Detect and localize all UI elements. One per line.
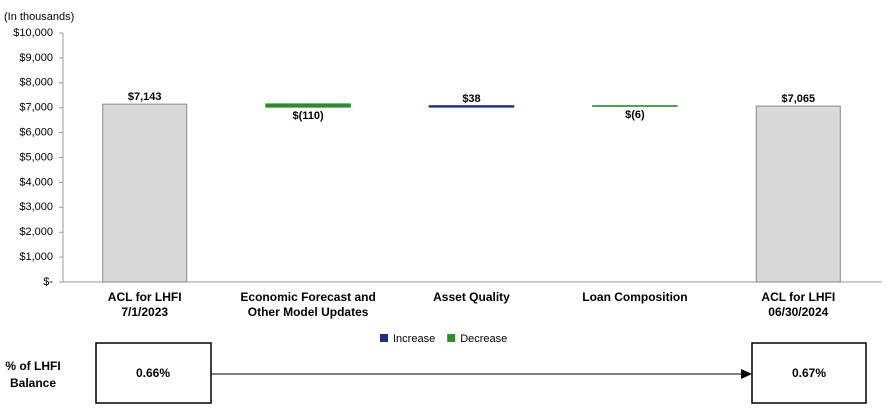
bar	[102, 103, 188, 283]
x-tick-label: ACL for LHFI	[108, 290, 182, 304]
ratio-label: % of LHFI	[5, 359, 60, 373]
legend-swatch	[380, 334, 388, 342]
ratio-box	[751, 342, 867, 404]
value-label: $(6)	[625, 109, 645, 121]
y-tick-label: $9,000	[19, 52, 53, 64]
x-tick-label: Asset Quality	[433, 290, 510, 304]
value-label: $7,143	[128, 91, 162, 103]
x-tick-label: 06/30/2024	[768, 305, 828, 319]
x-tick-label: Loan Composition	[582, 290, 687, 304]
value-label: $7,065	[781, 93, 815, 105]
legend-swatch	[447, 334, 456, 342]
bar	[428, 105, 515, 108]
x-tick-label: Economic Forecast and	[240, 290, 375, 304]
y-tick-label: $10,000	[13, 27, 53, 39]
x-tick-label: ACL for LHFI	[761, 290, 835, 304]
y-tick-label: $7,000	[19, 102, 53, 114]
y-tick-label: $5,000	[19, 151, 53, 163]
ratio-start: 0.66%	[136, 366, 170, 380]
bar	[265, 103, 351, 108]
ratio-end: 0.67%	[792, 366, 826, 380]
ratio-box	[95, 342, 212, 404]
x-tick-label: Other Model Updates	[248, 305, 369, 319]
y-tick-label: $8,000	[19, 77, 53, 89]
y-tick-label: $6,000	[19, 127, 53, 139]
y-tick-label: $-	[43, 276, 53, 288]
y-tick-label: $3,000	[19, 201, 53, 213]
x-tick-label: 7/1/2023	[121, 305, 168, 319]
arrow-head	[741, 369, 752, 379]
value-label: $38	[462, 93, 480, 105]
axis-label: (In thousands)	[4, 11, 74, 23]
y-tick-label: $4,000	[19, 176, 53, 188]
bar	[755, 105, 841, 283]
legend-label: Decrease	[460, 333, 507, 345]
value-label: $(110)	[292, 110, 324, 122]
y-tick-label: $2,000	[19, 226, 53, 238]
y-tick-label: $1,000	[19, 251, 53, 263]
legend-label: Increase	[393, 333, 435, 345]
ratio-label: Balance	[10, 376, 56, 390]
